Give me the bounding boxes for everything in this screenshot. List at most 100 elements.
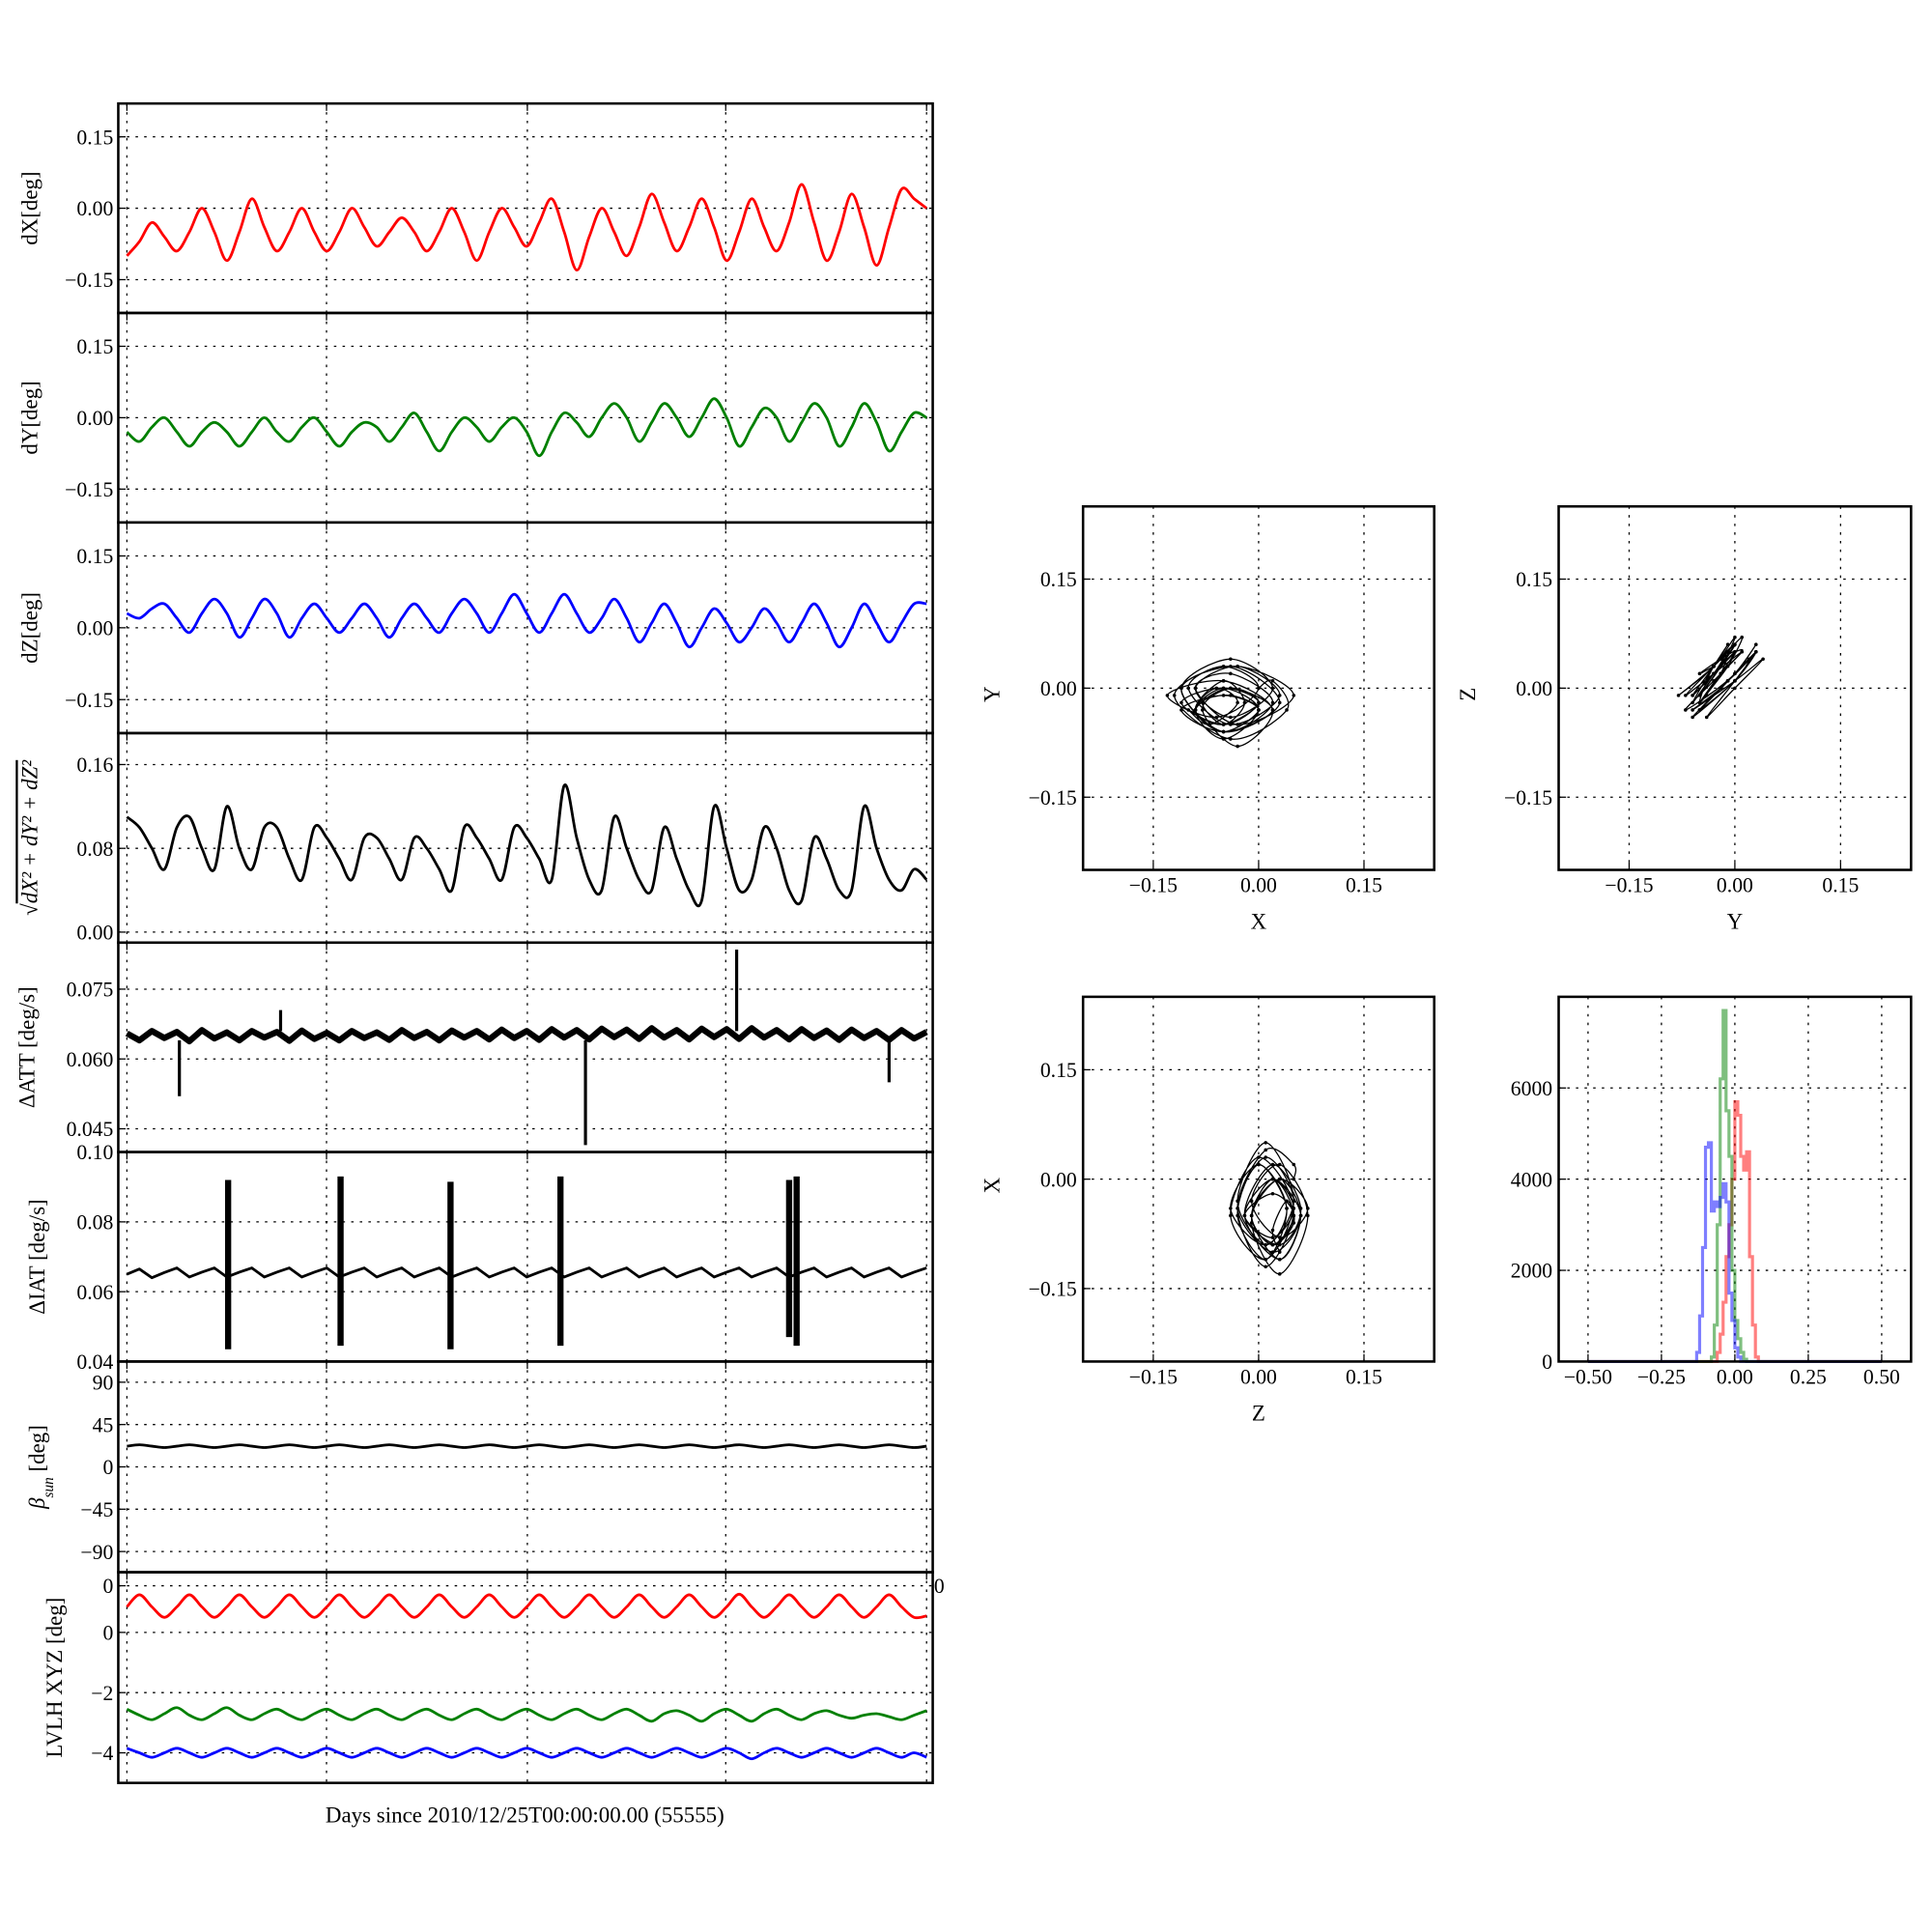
scatter-point — [1264, 1148, 1267, 1152]
scatter-point — [1292, 1162, 1296, 1167]
scatter-point — [1270, 1162, 1275, 1167]
scatter-point — [1704, 715, 1709, 720]
x-tick-label: −0.50 — [1564, 1365, 1612, 1388]
scatter-point — [1277, 1272, 1282, 1276]
scatter-point — [1193, 686, 1198, 691]
scatter-point — [1292, 1199, 1296, 1204]
scatter-point — [1208, 723, 1211, 726]
series-line — [127, 1443, 927, 1449]
series-group — [126, 183, 928, 272]
panel-xy: −0.15 0.00 0.15 0.15 0.00 −0.15 X Y — [980, 504, 1435, 934]
scatter-point — [1697, 708, 1702, 712]
scatter-point — [1740, 649, 1744, 654]
y-tick-label: 0.00 — [1040, 677, 1077, 700]
y-tick-label: 0.04 — [76, 1350, 113, 1374]
y-axis-label-part: dX² + dY² + dZ² — [17, 759, 42, 904]
x-tick-label: −0.15 — [1605, 873, 1653, 896]
series-group — [126, 783, 928, 908]
scatter-point — [1697, 700, 1702, 705]
scatter-point — [1719, 657, 1723, 662]
scatter-point — [1200, 708, 1205, 712]
scatter-point — [1172, 694, 1177, 697]
y-tick-label: 0.16 — [76, 753, 113, 777]
y-tick-label: −0.15 — [65, 269, 113, 292]
y-tick-label: 0.15 — [1516, 568, 1552, 591]
scatter-point — [1690, 715, 1694, 720]
scatter-point — [1733, 649, 1737, 654]
series-group — [127, 1443, 927, 1449]
series-group — [126, 1176, 927, 1350]
scatter-point — [1277, 1162, 1282, 1167]
y-axis-label-part: LVLH XYZ [deg] — [43, 1598, 67, 1758]
scatter-point — [1179, 708, 1183, 712]
panel-zx: −0.15 0.00 0.15 0.15 0.00 −0.15 Z X — [980, 995, 1435, 1426]
scatter-point — [1733, 679, 1737, 683]
scatter-point — [1165, 694, 1170, 697]
y-tick-label: 0.15 — [76, 545, 113, 568]
scatter-point — [1725, 642, 1730, 647]
scatter-point — [1229, 686, 1233, 691]
scatter-point — [1270, 1236, 1275, 1239]
y-axis-label: Z — [1456, 688, 1480, 701]
scatter-point — [1186, 686, 1191, 691]
y-tick-label: −0.15 — [1504, 786, 1552, 810]
series-group — [126, 397, 927, 458]
y-tick-label: 0.00 — [1516, 677, 1552, 700]
scatter-point — [1236, 744, 1239, 749]
y-axis-label-part: sun — [40, 1477, 56, 1498]
scatter-point — [1690, 694, 1694, 697]
y-tick-label: 0.15 — [1040, 568, 1077, 591]
scatter-point — [1285, 1199, 1289, 1204]
scatter-point — [1704, 694, 1709, 697]
scatter-point — [1761, 657, 1765, 662]
scatter-point — [1690, 708, 1694, 712]
scatter-point — [1277, 1236, 1282, 1239]
scatter-point — [1221, 679, 1226, 683]
scatter-point — [1257, 1162, 1261, 1167]
y-tick-label: 0 — [103, 1622, 114, 1645]
y-tick-label: 0.15 — [76, 335, 113, 358]
y-axis-label-part: Y — [980, 686, 1004, 702]
scatter-point — [1249, 1213, 1254, 1218]
series-group — [125, 949, 928, 1146]
series-line — [126, 592, 927, 649]
y-axis-label-part: dZ[deg] — [17, 592, 42, 664]
scatter-point — [1690, 700, 1694, 705]
scatter-point — [1179, 686, 1183, 691]
scatter-point — [1229, 671, 1233, 676]
scatter-point — [1229, 737, 1233, 741]
y-axis-label: ΔATT [deg/s] — [15, 986, 40, 1108]
y-axis-label-part: ΔATT [deg/s] — [15, 986, 40, 1108]
x-tick-label: −0.15 — [1129, 1365, 1178, 1388]
scatter-point — [1684, 708, 1688, 712]
panel-dATT: 0.075 0.060 0.045 ΔATT [deg/s] — [15, 941, 934, 1153]
x-tick-label: 0.15 — [1822, 873, 1859, 896]
panel-hist: −0.50 −0.25 0.00 0.25 0.50 6000 4000 2000 0 — [1511, 995, 1913, 1388]
x-axis-label: Z — [1252, 1402, 1265, 1426]
y-tick-label: 45 — [93, 1413, 114, 1436]
y-tick-label: 0.10 — [76, 1141, 113, 1164]
scatter-point — [1236, 1199, 1239, 1204]
scatter-point — [1733, 642, 1737, 647]
x-tick-label: −0.15 — [1129, 873, 1178, 896]
scatter-point — [1249, 1199, 1254, 1204]
x-tick-label: 0.00 — [1717, 873, 1753, 896]
scatter-point — [1270, 1250, 1275, 1254]
y-tick-label: 0 — [1542, 1350, 1552, 1374]
plots: 0.15 0.00 −0.15 dX[deg] 0.15 0.00 −0.15 dY[deg]… — [15, 101, 1913, 1784]
scatter-point — [1292, 1213, 1296, 1218]
y-axis-label: dY[deg] — [17, 381, 42, 454]
y-axis-label-part: dY[deg] — [17, 381, 42, 454]
scatter-point — [1277, 1250, 1282, 1254]
y-axis-label-part: [deg] — [25, 1425, 49, 1477]
x-tick-label: 0.00 — [1240, 873, 1277, 896]
scatter-point — [1236, 700, 1239, 705]
y-axis-label-part: X — [980, 1177, 1004, 1193]
scatter-point — [1221, 686, 1226, 691]
panel-norm: 0.16 0.08 0.00 √dX² + dY² + dZ² — [17, 731, 934, 945]
y-axis-label-part: dX[deg] — [17, 171, 42, 244]
y-axis-label: LVLH XYZ [deg] — [43, 1598, 67, 1758]
scatter-point — [1257, 686, 1261, 691]
scatter-point — [1270, 1191, 1275, 1196]
series-line — [126, 397, 927, 458]
